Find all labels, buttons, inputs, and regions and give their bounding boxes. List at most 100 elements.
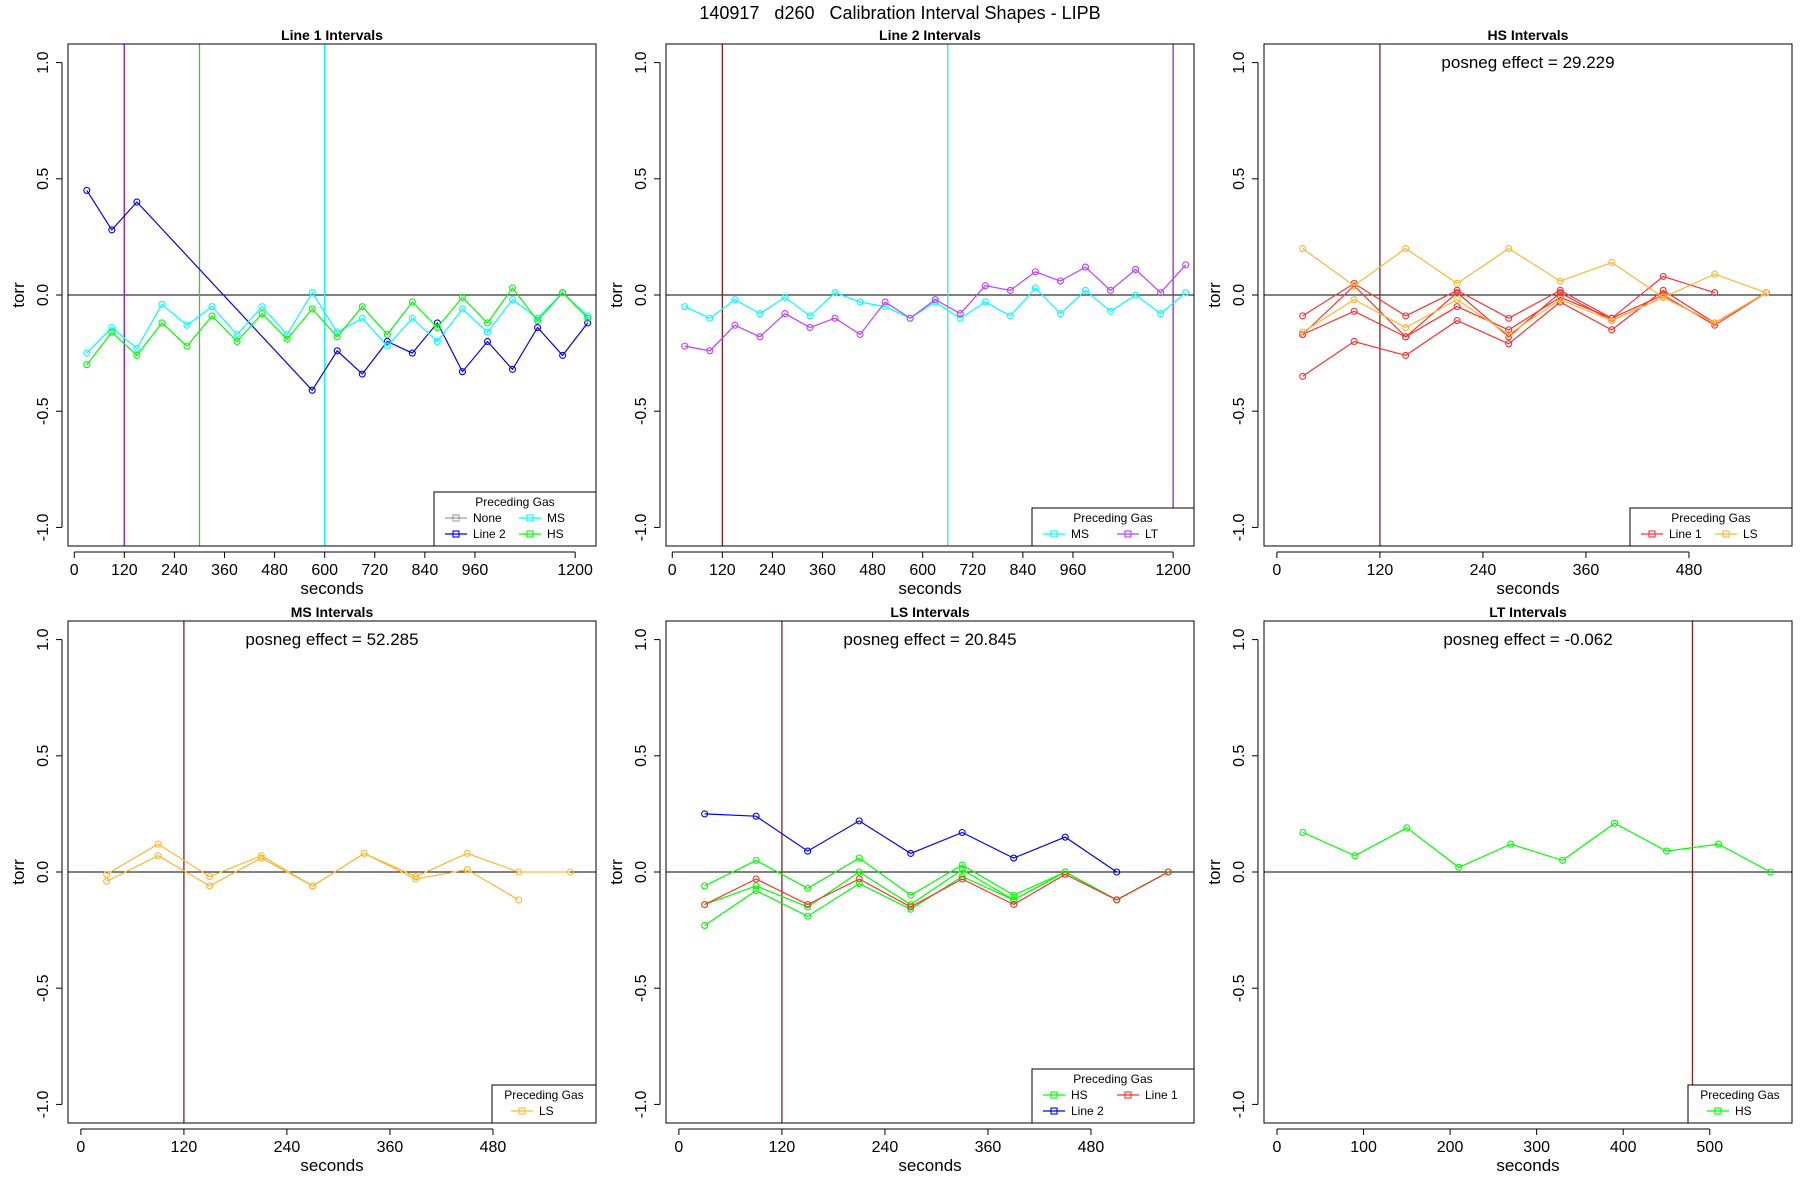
x-tick-label: 0 <box>70 562 79 579</box>
y-tick-label: -0.5 <box>633 397 650 425</box>
x-tick-label: 500 <box>1696 1139 1723 1156</box>
legend: Preceding Gas Line 1 LS <box>1629 507 1793 547</box>
data-point <box>804 912 812 920</box>
figure-title: 140917 d260 Calibration Interval Shapes … <box>699 3 1101 23</box>
data-point <box>958 828 966 837</box>
data-point <box>206 882 214 890</box>
y-axis-label: torr <box>607 282 626 308</box>
x-tick-label: 480 <box>1676 562 1703 579</box>
data-point <box>483 328 492 336</box>
data-point <box>108 226 116 234</box>
panel-title: LS Intervals <box>890 604 970 620</box>
plot-frame <box>1263 43 1793 547</box>
y-tick-label: 0.5 <box>35 745 52 767</box>
data-point <box>233 330 241 339</box>
data-point <box>981 298 989 306</box>
series-line <box>1302 275 1715 319</box>
plot-frame <box>665 620 1195 1124</box>
x-tick-label: 360 <box>1573 562 1600 579</box>
data-point <box>1350 296 1358 304</box>
chart-panel: MS Intervals 0 120 240 360 480 seconds -1.0 -0.5… <box>9 604 597 1175</box>
x-tick-label: 960 <box>1060 562 1087 579</box>
data-point <box>1402 244 1410 253</box>
data-point <box>881 298 889 306</box>
data-point <box>1453 296 1461 304</box>
x-tick-label: 200 <box>1437 1139 1464 1156</box>
data-point <box>158 300 166 308</box>
data-point <box>483 319 492 327</box>
data-point <box>1556 296 1564 304</box>
data-point <box>1061 833 1069 841</box>
data-point <box>907 905 915 913</box>
x-tick-label: 360 <box>211 562 238 579</box>
legend: Preceding Gas HS Line 1 Line 2 <box>1031 1068 1195 1124</box>
data-point <box>1659 286 1667 294</box>
data-point <box>515 868 523 876</box>
data-point <box>508 284 517 292</box>
data-point <box>756 310 764 318</box>
legend-title: Preceding Gas <box>504 1088 583 1102</box>
legend-swatch-marker <box>1050 1091 1058 1099</box>
x-tick-label: 480 <box>480 1139 507 1156</box>
x-tick-label: 1200 <box>557 562 593 579</box>
data-point <box>309 882 317 890</box>
y-axis-label: torr <box>607 859 626 885</box>
data-point <box>412 873 420 881</box>
data-point <box>1061 870 1069 878</box>
data-point <box>1081 286 1090 294</box>
x-tick-label: 120 <box>1367 562 1394 579</box>
legend-box <box>491 1084 597 1124</box>
data-point <box>701 900 709 909</box>
data-point <box>433 337 441 346</box>
panel-title: HS Intervals <box>1488 27 1569 43</box>
data-point <box>1010 891 1018 899</box>
legend-swatch-marker <box>518 1107 526 1115</box>
data-point <box>383 342 391 350</box>
legend-swatch-marker <box>452 514 460 522</box>
data-point <box>283 335 291 343</box>
legend-title: Preceding Gas <box>1700 1088 1779 1102</box>
series-line <box>704 868 1169 908</box>
chart-panel: Line 2 Intervals 0 120 240 360 480 600 720 840 96… <box>607 27 1195 598</box>
legend-swatch-marker <box>526 514 534 522</box>
x-axis-label: seconds <box>898 1156 961 1175</box>
data-point <box>1556 289 1564 297</box>
legend-swatch-marker <box>1714 1107 1722 1115</box>
x-tick-label: 840 <box>412 562 439 579</box>
legend-label: Line 1 <box>1145 1088 1178 1102</box>
data-point <box>283 330 291 339</box>
data-point <box>731 321 739 329</box>
y-tick-label: 1.0 <box>1231 628 1248 650</box>
data-point <box>463 849 471 857</box>
y-tick-label: -0.5 <box>35 397 52 425</box>
x-tick-label: 600 <box>311 562 338 579</box>
data-point <box>956 310 964 318</box>
y-axis-label: torr <box>9 859 28 885</box>
data-point <box>731 296 739 304</box>
data-point <box>681 342 689 350</box>
data-point <box>1505 326 1513 334</box>
data-point <box>1505 340 1513 348</box>
data-point <box>681 303 689 311</box>
data-point <box>108 323 116 332</box>
data-point <box>1659 293 1667 301</box>
y-tick-label: -1.0 <box>633 1091 650 1119</box>
data-point <box>183 321 191 329</box>
data-point <box>154 852 162 860</box>
y-tick-label: 0.0 <box>633 861 650 883</box>
panel-title: Line 2 Intervals <box>879 27 981 43</box>
y-tick-label: 0.0 <box>35 861 52 883</box>
data-point <box>706 347 714 355</box>
x-tick-label: 120 <box>709 562 736 579</box>
data-point <box>1455 863 1463 871</box>
data-point <box>701 921 709 930</box>
data-point <box>1402 333 1410 341</box>
data-point <box>83 349 91 357</box>
data-point <box>1659 272 1667 280</box>
x-axis-label: seconds <box>300 579 363 598</box>
data-point <box>701 810 709 818</box>
data-point <box>855 880 863 888</box>
data-point <box>1056 310 1064 318</box>
data-point <box>1453 289 1461 297</box>
x-tick-label: 600 <box>909 562 936 579</box>
